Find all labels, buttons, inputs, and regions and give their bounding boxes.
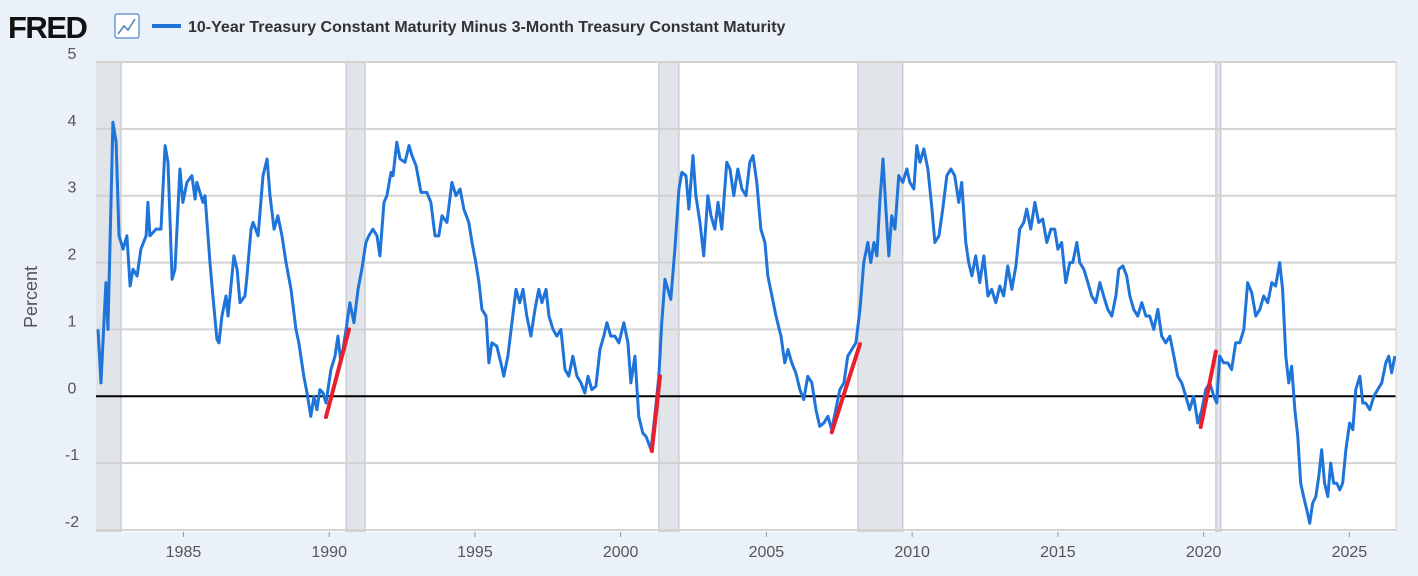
- highlight-line: [649, 374, 663, 454]
- x-tick-label: 2005: [749, 544, 785, 561]
- y-tick-label: 2: [68, 247, 77, 264]
- plot-area: [96, 62, 1396, 532]
- graph-icon[interactable]: [114, 13, 140, 39]
- legend-label: 10-Year Treasury Constant Maturity Minus…: [188, 19, 786, 36]
- recession-band: [1215, 62, 1222, 532]
- x-tick-label: 2010: [894, 544, 930, 561]
- brand-logo[interactable]: FRED: [8, 10, 89, 45]
- y-tick-label: 4: [68, 113, 77, 130]
- series-line: [96, 120, 1396, 525]
- y-tick-label: 0: [68, 380, 77, 397]
- x-tick-label: 2025: [1332, 544, 1368, 561]
- line-layer: [96, 120, 1396, 525]
- y-tick-label: -2: [65, 514, 79, 531]
- x-tick-label: 2020: [1186, 544, 1222, 561]
- label-layer: -2 -1 0 1 2 3 4 5 1985 1990 1995 2000 2005 2010 2015 20…: [65, 46, 1367, 561]
- highlight-line: [829, 342, 862, 435]
- x-tick-label: 2000: [603, 544, 639, 561]
- recession-band: [345, 62, 366, 532]
- y-axis-label: Percent: [21, 266, 41, 328]
- x-tick-label: 1985: [166, 544, 202, 561]
- icon-box[interactable]: [114, 13, 140, 39]
- recession-layer: [96, 62, 1222, 532]
- highlight-line: [1198, 349, 1218, 430]
- x-tick-label: 1995: [457, 544, 493, 561]
- icon-line[interactable]: [117, 18, 136, 35]
- x-tick-label: 1990: [311, 544, 347, 561]
- y-tick-label: 1: [68, 313, 77, 330]
- grid-layer: [96, 61, 1397, 537]
- y-tick-label: 5: [68, 46, 77, 63]
- y-tick-label: 3: [68, 180, 77, 197]
- highlight-line: [323, 327, 351, 420]
- recession-band: [857, 62, 904, 532]
- y-tick-label: -1: [65, 447, 79, 464]
- x-tick-label: 2015: [1040, 544, 1076, 561]
